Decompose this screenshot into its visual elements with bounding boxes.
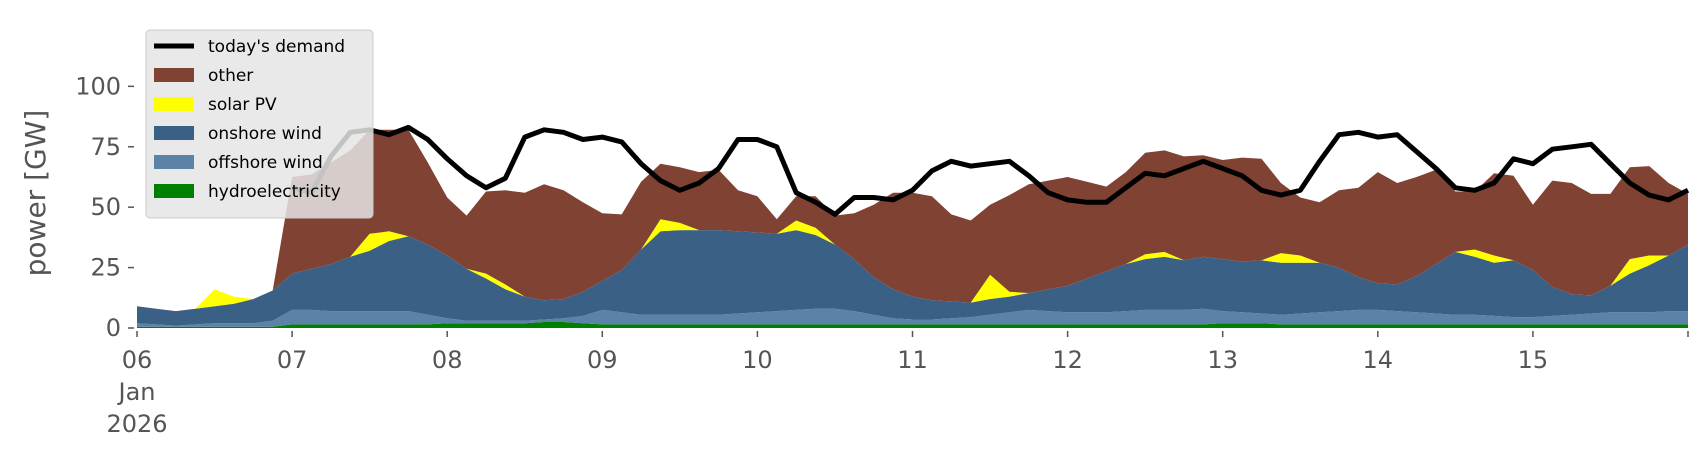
x-tick-label: 2026 bbox=[106, 410, 167, 438]
x-tick-label: 07 bbox=[277, 346, 308, 374]
x-tick-label: Jan bbox=[117, 378, 156, 406]
y-tick-label: 25 bbox=[90, 254, 121, 282]
legend-label: today's demand bbox=[208, 37, 345, 57]
axes: 0 25 50 75 100 power [GW] 06 Jan 2026 07 08 09 10 11 1… bbox=[19, 72, 1689, 438]
y-tick-label: 100 bbox=[75, 72, 121, 100]
legend-label: other bbox=[208, 66, 253, 86]
x-tick-label: 11 bbox=[897, 346, 928, 374]
legend: today's demand other solar PV onshore wind o… bbox=[145, 29, 374, 219]
area-onshore-wind bbox=[137, 230, 1688, 326]
y-tick-label: 75 bbox=[90, 133, 121, 161]
stacked-areas bbox=[137, 129, 1688, 328]
y-tick-label: 0 bbox=[106, 314, 121, 342]
x-tick-label: 10 bbox=[742, 346, 773, 374]
legend-label: solar PV bbox=[208, 95, 277, 115]
area-offshore-wind bbox=[137, 308, 1688, 327]
legend-swatch bbox=[154, 126, 194, 140]
x-tick-label: 12 bbox=[1052, 346, 1083, 374]
legend-swatch bbox=[154, 184, 194, 198]
y-tick-label: 50 bbox=[90, 193, 121, 221]
legend-box bbox=[145, 29, 374, 219]
x-tick-label: 06 bbox=[122, 346, 153, 374]
y-axis-label: power [GW] bbox=[19, 110, 52, 277]
legend-label: onshore wind bbox=[208, 124, 322, 144]
line-today-s-demand bbox=[291, 124, 1690, 217]
demand-line-group bbox=[291, 124, 1690, 217]
legend-swatch bbox=[154, 68, 194, 82]
legend-label: offshore wind bbox=[208, 153, 323, 173]
legend-swatch bbox=[154, 155, 194, 169]
area-other bbox=[137, 129, 1688, 312]
legend-swatch bbox=[154, 97, 194, 111]
x-tick-label: 09 bbox=[587, 346, 618, 374]
legend-label: hydroelectricity bbox=[208, 182, 341, 202]
x-tick-label: 14 bbox=[1363, 346, 1394, 374]
area-hydroelectricity bbox=[137, 322, 1688, 328]
x-tick-label: 08 bbox=[432, 346, 463, 374]
x-tick-label: 15 bbox=[1518, 346, 1549, 374]
x-tick-label: 13 bbox=[1207, 346, 1238, 374]
